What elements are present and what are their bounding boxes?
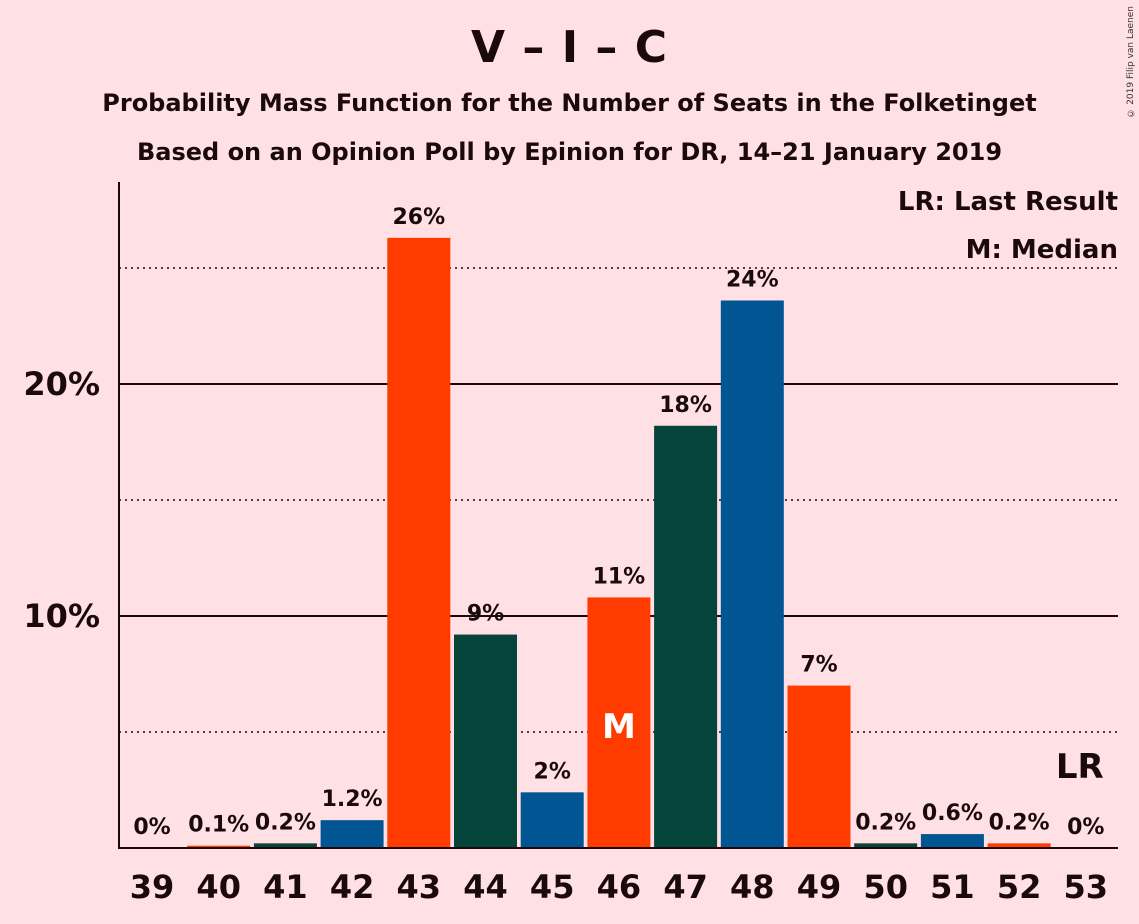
bar-seat-41 [253,843,317,848]
bar-seat-40 [187,845,251,848]
bar-value-label: 0.6% [922,801,983,826]
x-tick-label: 53 [1064,868,1109,906]
chart-subtitle-method: Probability Mass Function for the Number… [102,89,1037,117]
bar-seat-49 [787,685,851,848]
bar-value-label: 0.1% [188,813,249,838]
bar-value-label: 0.2% [255,810,316,835]
bar-value-label: 2% [534,759,571,784]
bar-value-label: 0.2% [855,810,916,835]
x-tick-label: 50 [863,868,908,906]
y-axis-ticks: 10% 20% [23,365,100,635]
chart-subtitle-poll: Based on an Opinion Poll by Epinion for … [136,138,1003,166]
bar-value-labels: 0% 0.1% 0.2%1.2%26%9%2%11%18%24%7%0.2% 0.6%… [133,205,1104,840]
bar-value-label: 9% [467,602,504,627]
x-tick-label: 51 [930,868,975,906]
x-tick-label: 45 [530,868,575,906]
bar-value-label: 7% [800,653,837,678]
x-axis-ticks: 39 40 41 42 43 44 45 46 47 48 49 50 51 52 53 [130,868,1108,906]
x-tick-label: 41 [263,868,308,906]
bar-seat-43 [387,237,451,849]
x-tick-label: 39 [130,868,175,906]
bar-value-label: 0% [1067,815,1104,840]
x-tick-label: 40 [196,868,241,906]
chart-title: V – I – C [471,22,668,73]
x-tick-label: 49 [797,868,842,906]
bar-value-label: 0% [133,815,170,840]
legend-median: M: Median [966,235,1118,265]
x-tick-label: 52 [997,868,1042,906]
bars [187,237,1051,849]
x-tick-label: 44 [463,868,508,906]
bar-seat-50 [854,843,918,848]
x-tick-label: 46 [597,868,642,906]
x-tick-label: 43 [397,868,442,906]
y-tick-label: 10% [23,597,100,635]
bar-seat-51 [920,834,984,848]
bar-value-label: 24% [726,267,779,292]
bar-seat-42 [320,820,384,848]
bar-seat-46 [587,597,651,848]
bar-seat-45 [520,792,584,848]
bar-seat-47 [654,425,718,848]
legend-last-result: LR: Last Result [898,187,1118,217]
x-tick-label: 42 [330,868,375,906]
bar-seat-52 [987,843,1051,848]
x-tick-label: 47 [663,868,708,906]
bar-value-label: 1.2% [322,787,383,812]
bar-seat-48 [720,300,784,849]
last-result-marker: LR [1056,747,1104,787]
bar-value-label: 11% [593,564,646,589]
y-tick-label: 20% [23,365,100,403]
bar-value-label: 18% [659,393,712,418]
bar-value-label: 26% [392,205,445,230]
markers: M LR [602,707,1104,787]
median-marker: M [602,707,636,747]
bar-seat-44 [454,634,517,848]
x-tick-label: 48 [730,868,775,906]
bar-value-label: 0.2% [989,810,1050,835]
